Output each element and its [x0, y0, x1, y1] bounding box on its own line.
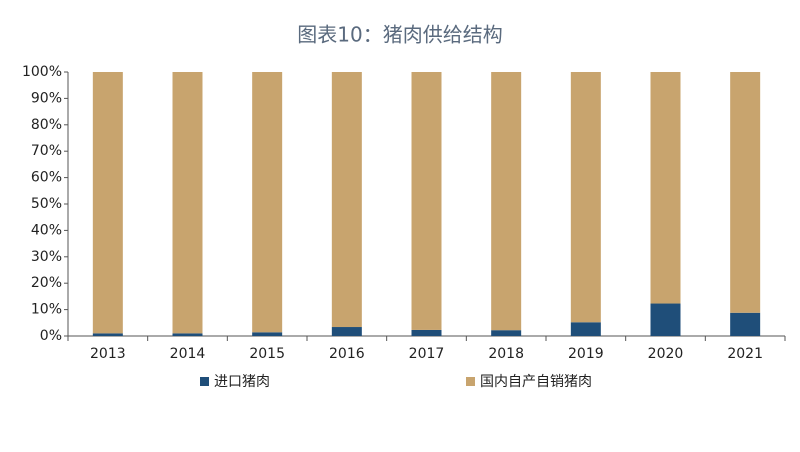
- y-tick-label: 20%: [31, 275, 62, 291]
- chart-title: 图表10：猪肉供给结构: [297, 23, 502, 47]
- x-tick-label: 2014: [170, 346, 206, 362]
- y-tick-label: 90%: [31, 90, 62, 106]
- y-tick-label: 40%: [31, 222, 62, 238]
- bar-segment: [252, 72, 283, 333]
- bar-segment: [650, 303, 681, 336]
- bar-segment: [252, 332, 283, 336]
- legend-swatch: [466, 377, 475, 386]
- y-tick-label: 70%: [31, 143, 62, 159]
- bar-segment: [491, 72, 522, 331]
- bar-segment: [411, 329, 442, 336]
- y-tick-label: 30%: [31, 249, 62, 265]
- x-tick-label: 2016: [329, 346, 365, 362]
- x-tick-label: 2021: [727, 346, 763, 362]
- y-tick-label: 80%: [31, 117, 62, 133]
- x-tick-label: 2015: [249, 346, 285, 362]
- y-tick-label: 0%: [40, 328, 62, 344]
- bar-segment: [331, 72, 362, 328]
- bar-segment: [331, 327, 362, 336]
- x-tick-label: 2013: [90, 346, 126, 362]
- x-tick-label: 2018: [488, 346, 524, 362]
- y-tick-label: 10%: [31, 302, 62, 318]
- bar-segment: [411, 72, 442, 330]
- bar-segment: [172, 72, 203, 334]
- y-tick-label: 50%: [31, 196, 62, 212]
- bar-segment: [570, 322, 601, 336]
- bar-segment: [730, 72, 761, 313]
- x-tick-label: 2017: [409, 346, 445, 362]
- legend-label: 进口猪肉: [214, 374, 270, 390]
- bar-segment: [730, 312, 761, 336]
- bar-segment: [92, 72, 123, 334]
- y-tick-label: 60%: [31, 170, 62, 186]
- bar-segment: [570, 72, 601, 323]
- bar-segment: [92, 333, 123, 336]
- bar-segment: [650, 72, 681, 304]
- bar-segment: [491, 330, 522, 336]
- x-tick-label: 2019: [568, 346, 604, 362]
- bar-segment: [172, 333, 203, 336]
- legend-label: 国内自产自销猪肉: [480, 374, 592, 390]
- x-tick-label: 2020: [648, 346, 684, 362]
- legend-swatch: [200, 377, 209, 386]
- y-tick-label: 100%: [22, 64, 62, 80]
